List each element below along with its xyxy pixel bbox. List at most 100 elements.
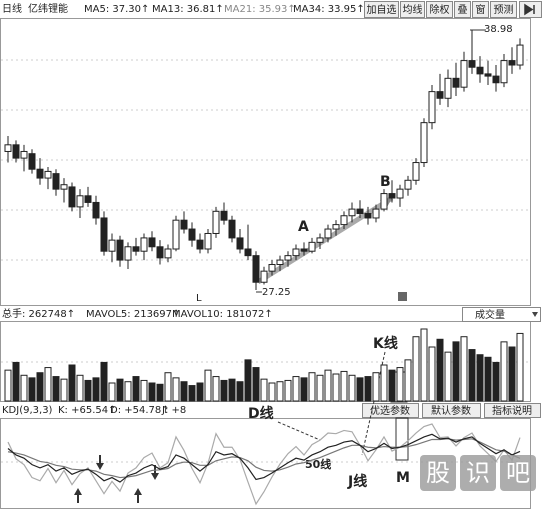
button[interactable]	[484, 403, 541, 418]
ma21: MA21: 35.93↑	[224, 4, 296, 15]
volume-bar	[244, 359, 252, 402]
volume-bar	[444, 351, 452, 402]
candle-body	[204, 232, 212, 250]
watermark: 股识吧	[426, 459, 546, 487]
volume-bar	[476, 354, 484, 402]
candle-body	[476, 66, 484, 75]
candle-body	[284, 255, 292, 261]
candle-body	[348, 208, 356, 217]
candle-body	[164, 248, 172, 259]
candle-body	[76, 195, 84, 208]
candle-body	[148, 237, 156, 248]
volume-bar	[492, 361, 500, 402]
candle-body	[516, 44, 524, 66]
volume-bar	[356, 377, 364, 402]
volume-bar	[20, 374, 28, 402]
candle-body	[508, 60, 516, 66]
volume-bar	[140, 379, 148, 402]
button[interactable]	[400, 1, 425, 18]
volume-bar	[308, 372, 316, 402]
kdj-j: J: +8	[161, 405, 186, 416]
kdj-line	[7, 438, 521, 479]
button[interactable]	[422, 403, 481, 418]
candle-body	[452, 77, 460, 88]
button[interactable]	[472, 1, 489, 18]
volume-frame	[0, 321, 531, 402]
candle-body	[4, 144, 12, 152]
volume-bar	[500, 341, 508, 402]
volume-bar	[148, 382, 156, 402]
watermark-box	[500, 455, 536, 491]
candle-body	[124, 246, 132, 261]
button[interactable]	[454, 1, 471, 18]
candle-body	[68, 186, 76, 208]
candle-body	[268, 264, 276, 272]
volume-bar	[460, 336, 468, 402]
volume-bar	[92, 377, 100, 402]
button-label: 除权	[430, 3, 450, 16]
volume-bar	[12, 361, 20, 402]
button-label: 叠	[458, 4, 468, 16]
volume-bar	[404, 359, 412, 402]
candle-body	[228, 219, 236, 239]
candle-body	[220, 210, 228, 221]
button-label: 均线	[403, 3, 423, 16]
button[interactable]	[364, 1, 399, 18]
volume-bar	[124, 381, 132, 402]
candle-body	[412, 162, 420, 181]
button[interactable]	[362, 403, 419, 418]
candle-body	[396, 188, 404, 199]
candle-body	[316, 237, 324, 243]
mavol5: MAVOL5: 213697↑	[86, 309, 180, 320]
volume-bar	[340, 370, 348, 402]
button[interactable]	[490, 1, 517, 18]
dropdown-icon	[532, 312, 538, 317]
candle-body	[44, 170, 52, 179]
candle-body	[132, 246, 140, 252]
volume-bar	[452, 341, 460, 402]
button[interactable]	[426, 1, 453, 18]
volume-bar	[68, 364, 76, 402]
candle-body	[20, 150, 28, 159]
kdj-k: K: +65.54↑	[58, 405, 117, 416]
toolbar: 加自选 均线 除权 叠 窗 预测	[364, 1, 542, 18]
next-icon	[524, 3, 535, 16]
candle-body	[340, 215, 348, 226]
volume-bar	[220, 379, 228, 402]
candle-body	[292, 248, 300, 257]
volume-bar	[468, 349, 476, 402]
candle-body	[28, 153, 36, 170]
indicator-select[interactable]	[462, 307, 541, 322]
d-line-label: D线	[248, 405, 274, 422]
kdj-name: KDJ(9,3,3)	[2, 405, 53, 416]
volume-bar	[108, 382, 116, 402]
volume-bar	[388, 369, 396, 402]
volume-bar	[268, 382, 276, 402]
volume-bar	[156, 383, 164, 402]
volume-bar	[436, 338, 444, 402]
volume-bar	[172, 377, 180, 402]
volume-bar	[164, 372, 172, 402]
volume-bar	[52, 376, 60, 402]
button-label: 加自选	[367, 3, 397, 16]
ma34: MA34: 33.95↑	[293, 4, 365, 15]
marker	[398, 292, 407, 301]
ma13: MA13: 36.81↑	[152, 4, 224, 15]
volume-bar	[84, 379, 92, 402]
indicator-name: 成交量	[475, 308, 505, 321]
volume-bar	[180, 381, 188, 402]
kdj-line	[7, 433, 521, 483]
candle-body	[500, 60, 508, 84]
button-label: 默认参数	[431, 404, 471, 417]
volume-bar	[196, 382, 204, 402]
volume-bar	[428, 346, 436, 402]
kdj-line	[7, 423, 521, 506]
volume-bar	[188, 385, 196, 402]
volume-bar	[300, 377, 308, 402]
candle-body	[92, 201, 100, 219]
candle-body	[404, 179, 412, 190]
candle-body	[244, 248, 252, 257]
candle-body	[236, 237, 244, 250]
volume-bar	[132, 376, 140, 402]
volume-bar	[76, 374, 84, 402]
